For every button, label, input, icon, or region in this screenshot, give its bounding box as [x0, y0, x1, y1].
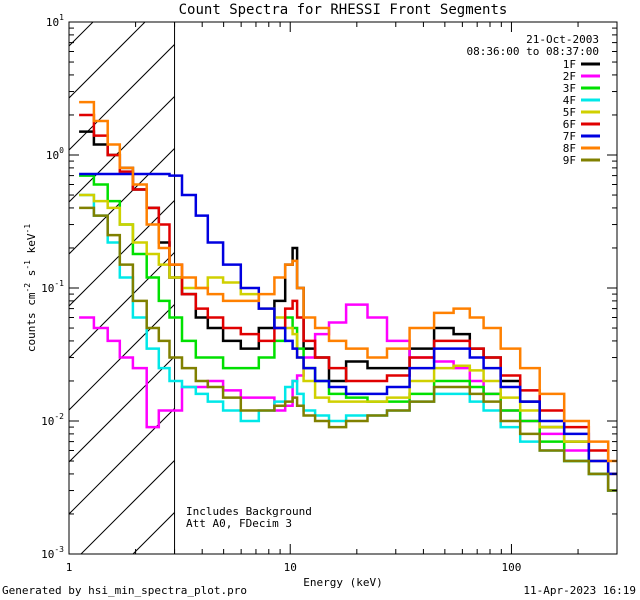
hatch-line	[69, 199, 175, 307]
hatch-line	[69, 303, 175, 411]
hatch-line	[69, 22, 94, 47]
legend-label-1F: 1F	[563, 58, 576, 71]
generated-by: Generated by hsi_min_spectra_plot.pro	[2, 584, 247, 597]
y-tick-label: 100	[46, 146, 64, 162]
x-tick-labels: 1 10 100	[66, 561, 522, 574]
x-tick-label: 10	[284, 561, 297, 574]
annotation-background: Includes Background	[186, 505, 312, 518]
series-9F	[79, 206, 617, 492]
x-tick-label: 100	[502, 561, 522, 574]
hatch-line	[69, 43, 175, 151]
series-7F	[79, 172, 617, 476]
hatch-line	[289, 0, 640, 554]
legend-label-7F: 7F	[563, 130, 576, 143]
y-axis-label: counts cm-2 s-1 keV-1	[23, 224, 38, 352]
hatch-line	[69, 251, 175, 359]
plot-date: 11-Apr-2023 16:19	[523, 584, 636, 597]
hatch-line	[69, 355, 175, 463]
legend-label-2F: 2F	[563, 70, 576, 83]
y-tick-label: 10-2	[41, 412, 64, 428]
y-tick-labels: 10-3 10-2 10-1 100 101	[41, 13, 64, 561]
y-tick-label: 101	[46, 13, 64, 29]
series-1F	[79, 130, 617, 492]
hatched-region	[69, 0, 640, 554]
time-range: 08:36:00 to 08:37:00	[467, 45, 599, 58]
hatch-line	[69, 22, 146, 99]
y-tick-label: 10-1	[41, 279, 64, 295]
legend-label-4F: 4F	[563, 94, 576, 107]
legend-label-8F: 8F	[563, 142, 576, 155]
legend-label-6F: 6F	[563, 118, 576, 131]
series-8F	[79, 100, 617, 463]
legend-label-5F: 5F	[563, 106, 576, 119]
x-tick-label: 1	[66, 561, 73, 574]
series-3F	[79, 174, 617, 492]
series-layer	[79, 100, 617, 492]
plot-frame	[68, 21, 618, 555]
x-axis-label: Energy (keV)	[303, 576, 382, 589]
legend-label-3F: 3F	[563, 82, 576, 95]
series-4F	[79, 193, 617, 492]
axis-ticks	[68, 21, 618, 555]
annotation-attenuator: Att A0, FDecim 3	[186, 517, 292, 530]
hatch-line	[69, 95, 175, 203]
y-tick-label: 10-3	[41, 545, 64, 561]
legend-label-9F: 9F	[563, 154, 576, 167]
hatch-line	[80, 459, 175, 554]
hatch-line	[69, 407, 175, 515]
observation-date: 21-Oct-2003	[526, 33, 599, 46]
chart-title: Count Spectra for RHESSI Front Segments	[179, 2, 508, 18]
